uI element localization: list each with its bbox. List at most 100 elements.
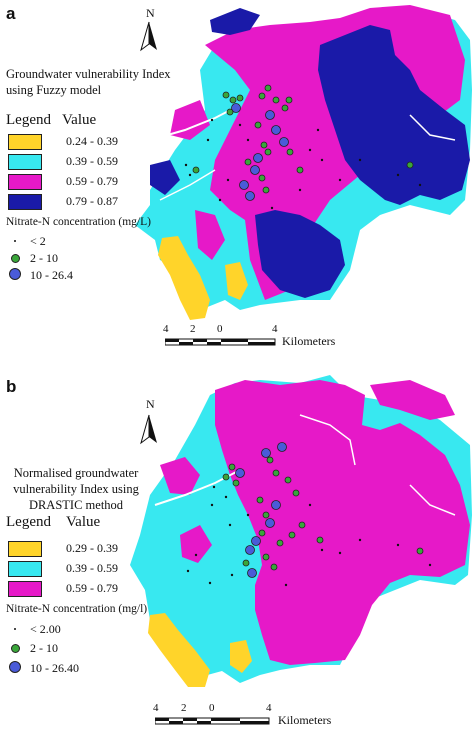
sample-point	[316, 536, 324, 544]
scale-tick-label: 2	[181, 702, 187, 714]
sample-point	[246, 513, 250, 517]
sample-point	[226, 178, 230, 182]
panel-label: b	[6, 377, 17, 396]
sample-point	[230, 573, 234, 577]
map-panel-b: b N Normalised groundwater vulnerability…	[0, 365, 474, 731]
sample-point	[186, 569, 190, 573]
sample-point	[254, 121, 262, 129]
sample-point	[258, 529, 266, 537]
sample-point	[261, 448, 271, 458]
map-region-navy	[318, 25, 470, 205]
sample-point	[320, 548, 324, 552]
legend-swatch	[8, 541, 42, 557]
value-heading: Value	[62, 112, 97, 128]
nitrate-label: < 2.00	[30, 622, 61, 636]
sample-point	[428, 563, 432, 567]
sample-point	[192, 166, 200, 174]
river-line	[159, 169, 216, 201]
sample-point	[272, 96, 280, 104]
river-line	[299, 414, 356, 466]
map-region-magenta	[180, 525, 212, 563]
map-region-navy	[150, 160, 180, 195]
sample-point	[188, 173, 192, 177]
scale-bar-icon	[155, 717, 270, 725]
sample-point	[253, 153, 263, 163]
vulnerability-map-a	[135, 5, 472, 320]
sample-point	[245, 191, 255, 201]
sample-point	[208, 581, 212, 585]
legend-item: 0.59 - 0.79	[8, 581, 208, 597]
sample-point	[292, 489, 300, 497]
sample-point	[298, 188, 302, 192]
sample-point	[250, 165, 260, 175]
scale-tick-label: 0	[217, 323, 223, 335]
map-region-magenta	[160, 457, 200, 495]
legend-swatch	[8, 561, 42, 577]
legend-item: 0.24 - 0.39	[8, 134, 208, 150]
nitrate-item: 2 - 10	[8, 641, 168, 655]
sample-point	[258, 92, 266, 100]
sample-point	[266, 456, 274, 464]
map-title-line: DRASTIC method	[28, 498, 124, 512]
river-line	[409, 484, 456, 516]
sample-point	[239, 180, 249, 190]
map-region-magenta	[215, 380, 470, 665]
legend-item: 0.79 - 0.87	[8, 194, 208, 210]
sample-point	[212, 485, 216, 489]
sample-point	[286, 148, 294, 156]
nitrate-item: < 2.00	[8, 622, 168, 636]
legend-range: 0.39 - 0.59	[66, 561, 118, 575]
sample-point	[228, 523, 232, 527]
sample-point	[320, 158, 324, 162]
legend-item: 0.29 - 0.39	[8, 541, 208, 557]
nitrate-label: 2 - 10	[30, 641, 58, 655]
scale-tick-label: 4	[163, 323, 169, 335]
map-title-line: using Fuzzy model	[6, 83, 102, 97]
sample-point	[228, 463, 236, 471]
value-heading: Value	[66, 514, 101, 530]
sample-point	[338, 178, 342, 182]
legend-range: 0.24 - 0.39	[66, 134, 118, 148]
vulnerability-map-b	[130, 375, 472, 687]
sample-point	[224, 495, 228, 499]
sample-point	[236, 94, 244, 102]
nitrate-symbol	[14, 240, 16, 242]
sample-point	[256, 496, 264, 504]
sample-point	[245, 545, 255, 555]
sample-point	[184, 163, 188, 167]
nitrate-symbol	[9, 661, 21, 673]
nitrate-symbol	[9, 268, 21, 280]
sample-point	[308, 503, 312, 507]
sample-point	[270, 563, 278, 571]
scale-tick-label: 0	[209, 702, 215, 714]
sample-point	[272, 469, 280, 477]
nitrate-symbol	[14, 628, 16, 630]
north-arrow-icon	[140, 21, 157, 52]
legend-range: 0.59 - 0.79	[66, 581, 118, 595]
panel-label: a	[6, 4, 16, 23]
sample-point	[194, 553, 198, 557]
north-label: N	[146, 6, 155, 20]
sample-point	[229, 96, 237, 104]
map-region-yellow	[230, 640, 252, 673]
sample-points-b	[186, 442, 432, 587]
scale-tick-label: 4	[272, 323, 278, 335]
sample-point	[258, 174, 266, 182]
legend-swatch	[8, 174, 42, 190]
sample-point	[308, 148, 312, 152]
sample-point	[231, 103, 241, 113]
scale-bar-icon	[165, 338, 276, 346]
nitrate-item: 2 - 10	[8, 251, 168, 265]
sample-point	[271, 125, 281, 135]
sample-point	[247, 568, 257, 578]
legend-swatch	[8, 194, 42, 210]
legend-range: 0.39 - 0.59	[66, 154, 118, 168]
sample-point	[338, 551, 342, 555]
nitrate-label: 10 - 26.40	[30, 661, 79, 675]
sample-points-a	[184, 84, 422, 210]
sample-point	[232, 479, 240, 487]
sample-point	[285, 96, 293, 104]
map-title: Groundwater vulnerability Index using Fu…	[6, 66, 171, 98]
sample-point	[277, 442, 287, 452]
map-region-navy	[255, 210, 345, 298]
